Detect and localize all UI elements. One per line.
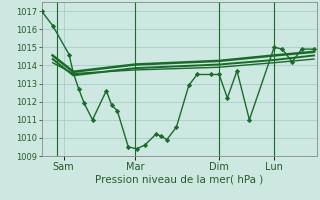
- X-axis label: Pression niveau de la mer( hPa ): Pression niveau de la mer( hPa ): [95, 174, 263, 184]
